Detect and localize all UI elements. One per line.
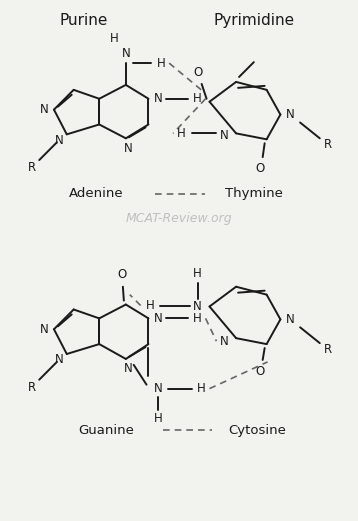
- Text: Purine: Purine: [59, 13, 108, 28]
- Text: N: N: [124, 142, 132, 155]
- Text: N: N: [154, 92, 163, 105]
- Text: N: N: [286, 108, 295, 121]
- Text: R: R: [324, 138, 332, 151]
- Text: N: N: [154, 312, 163, 325]
- Text: N: N: [40, 322, 48, 336]
- Text: H: H: [146, 299, 155, 312]
- Text: Adenine: Adenine: [69, 187, 124, 200]
- Text: O: O: [117, 268, 126, 281]
- Text: N: N: [121, 47, 130, 60]
- Text: H: H: [176, 127, 185, 140]
- Text: H: H: [193, 267, 202, 280]
- Text: Thymine: Thymine: [225, 187, 283, 200]
- Text: Guanine: Guanine: [78, 424, 134, 437]
- Text: H: H: [157, 57, 166, 70]
- Text: O: O: [193, 66, 202, 79]
- Text: Pyrimidine: Pyrimidine: [213, 13, 294, 28]
- Text: N: N: [220, 129, 229, 142]
- Text: Cytosine: Cytosine: [228, 424, 286, 437]
- Text: R: R: [324, 342, 332, 355]
- Text: N: N: [220, 334, 229, 348]
- Text: H: H: [193, 92, 202, 105]
- Text: N: N: [154, 382, 163, 395]
- Text: N: N: [54, 353, 63, 366]
- Text: R: R: [28, 162, 37, 175]
- Text: H: H: [154, 412, 163, 425]
- Text: H: H: [197, 382, 206, 395]
- Text: N: N: [40, 103, 48, 116]
- Text: R: R: [28, 381, 37, 394]
- Text: N: N: [54, 134, 63, 147]
- Text: N: N: [124, 362, 132, 375]
- Text: O: O: [255, 163, 264, 176]
- Text: H: H: [110, 32, 118, 45]
- Text: MCAT-Review.org: MCAT-Review.org: [126, 212, 232, 225]
- Text: N: N: [193, 300, 202, 313]
- Text: O: O: [255, 365, 264, 378]
- Text: N: N: [286, 313, 295, 326]
- Text: H: H: [193, 312, 202, 325]
